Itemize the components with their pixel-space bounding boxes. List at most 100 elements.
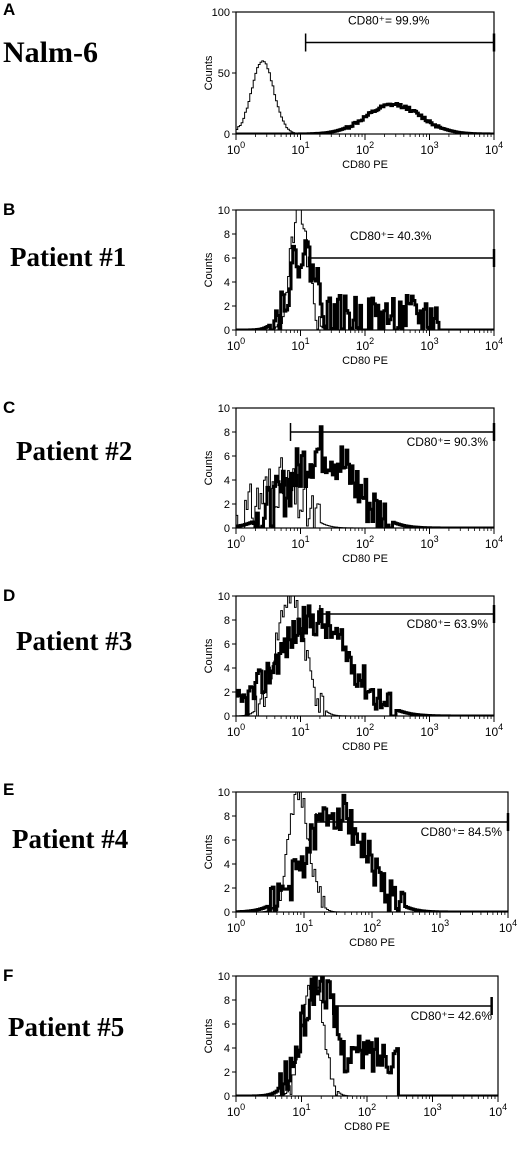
- panel-letter: E: [3, 780, 15, 799]
- y-tick-label: 0: [224, 325, 230, 337]
- histogram-a: 0 50 100 Counts 100 101 102 103 104 CD80 PE CD80⁺=…: [203, 7, 503, 171]
- y-tick-label: 10: [218, 591, 230, 603]
- y-tick-label: 4: [224, 277, 230, 289]
- y-tick-label: 6: [224, 835, 230, 847]
- stained-histogram-trace: [236, 425, 494, 528]
- x-tick-label: 102: [356, 140, 374, 157]
- x-tick-label: 103: [423, 1102, 441, 1119]
- stained-histogram-trace: [236, 793, 508, 912]
- x-axis-label: CD80 PE: [349, 937, 395, 949]
- x-tick-label: 103: [420, 336, 438, 353]
- panel-letter: B: [3, 200, 16, 219]
- x-tick-label: 100: [227, 336, 245, 353]
- y-tick-label: 10: [218, 403, 230, 415]
- x-tick-label: 102: [356, 722, 374, 739]
- sample-name: Patient #2: [16, 436, 133, 466]
- y-tick-label: 8: [224, 615, 230, 627]
- stained-histogram-trace: [236, 976, 498, 1096]
- x-tick-label: 102: [356, 534, 374, 551]
- y-tick-label: 10: [218, 971, 230, 983]
- panel-letter: D: [3, 586, 16, 605]
- panel-a: A Nalm-6 0 50 100 Counts 100 101 102 103 104 CD80…: [0, 0, 520, 190]
- panel-e: E Patient #4 0 2 4 6 8 10 Counts 100 101 102 103 10…: [0, 780, 520, 970]
- y-axis-label: Counts: [203, 1018, 215, 1053]
- y-tick-label: 0: [224, 1091, 230, 1103]
- y-tick-label: 4: [224, 1043, 230, 1055]
- y-tick-label: 10: [218, 787, 230, 799]
- histogram-e: 0 2 4 6 8 10 Counts 100 101 102 103 104 CD80 PE CD80⁺…: [203, 787, 517, 949]
- cd80-percent-annotation: CD80⁺= 90.3%: [407, 435, 489, 449]
- y-tick-label: 2: [224, 499, 230, 511]
- x-axis-label: CD80 PE: [342, 553, 388, 565]
- stained-histogram-trace: [236, 102, 494, 134]
- y-tick-label: 2: [224, 687, 230, 699]
- x-tick-label: 104: [489, 1102, 507, 1119]
- x-tick-label: 104: [485, 140, 503, 157]
- x-tick-label: 101: [291, 722, 309, 739]
- y-tick-label: 50: [218, 68, 230, 80]
- y-tick-label: 2: [224, 1067, 230, 1079]
- x-axis-label: CD80 PE: [342, 355, 388, 367]
- panel-letter: A: [3, 0, 16, 19]
- x-tick-label: 102: [356, 336, 374, 353]
- sample-name: Patient #3: [16, 626, 133, 656]
- cd80-percent-annotation: CD80⁺= 42.6%: [411, 1009, 493, 1023]
- x-tick-label: 100: [227, 1102, 245, 1119]
- x-tick-label: 103: [420, 140, 438, 157]
- panel-f: F Patient #5 0 2 4 6 8 10 Counts 100 101 102 103 10…: [0, 966, 520, 1156]
- y-tick-label: 0: [224, 711, 230, 723]
- x-tick-label: 104: [485, 722, 503, 739]
- x-axis-label: CD80 PE: [342, 741, 388, 753]
- stained-histogram-trace: [236, 604, 494, 716]
- histogram-d: 0 2 4 6 8 10 Counts 100 101 102 103 104 CD80 PE CD80⁺…: [203, 591, 503, 753]
- y-axis-label: Counts: [203, 638, 215, 673]
- y-tick-label: 4: [224, 663, 230, 675]
- panel-d: D Patient #3 0 2 4 6 8 10 Counts 100 101 102 103 10…: [0, 586, 520, 776]
- cd80-percent-annotation: CD80⁺= 99.9%: [348, 14, 430, 28]
- panel-letter: C: [3, 398, 16, 417]
- x-tick-label: 100: [227, 918, 245, 935]
- x-tick-label: 104: [499, 918, 517, 935]
- sample-name: Patient #1: [10, 242, 127, 272]
- sample-name: Patient #5: [8, 1012, 125, 1042]
- y-tick-label: 100: [212, 7, 230, 19]
- x-tick-label: 101: [291, 140, 309, 157]
- y-tick-label: 0: [224, 129, 230, 141]
- x-tick-label: 101: [292, 1102, 310, 1119]
- y-tick-label: 0: [224, 907, 230, 919]
- cd80-percent-annotation: CD80⁺= 63.9%: [407, 617, 489, 631]
- y-tick-label: 8: [224, 229, 230, 241]
- histogram-b: 0 2 4 6 8 10 Counts 100 101 102 103 104 CD80 PE CD80⁺…: [203, 205, 503, 367]
- x-tick-label: 100: [227, 534, 245, 551]
- stained-histogram-trace: [236, 239, 494, 330]
- y-tick-label: 2: [224, 301, 230, 313]
- y-tick-label: 4: [224, 859, 230, 871]
- x-tick-label: 102: [363, 918, 381, 935]
- x-tick-label: 103: [420, 722, 438, 739]
- control-histogram-trace: [236, 457, 494, 528]
- histogram-f: 0 2 4 6 8 10 Counts 100 101 102 103 104 CD80 PE CD80⁺…: [203, 971, 507, 1133]
- y-tick-label: 8: [224, 995, 230, 1007]
- y-tick-label: 6: [224, 253, 230, 265]
- x-tick-label: 104: [485, 534, 503, 551]
- x-tick-label: 103: [431, 918, 449, 935]
- x-tick-label: 104: [485, 336, 503, 353]
- x-tick-label: 103: [420, 534, 438, 551]
- x-axis-label: CD80 PE: [342, 159, 388, 171]
- y-tick-label: 6: [224, 639, 230, 651]
- panel-c: C Patient #2 0 2 4 6 8 10 Counts 100 101 102 103 10…: [0, 398, 520, 588]
- control-histogram-trace: [236, 60, 494, 134]
- control-histogram-trace: [236, 976, 498, 1096]
- y-axis-label: Counts: [203, 450, 215, 485]
- y-tick-label: 4: [224, 475, 230, 487]
- y-tick-label: 8: [224, 811, 230, 823]
- y-tick-label: 10: [218, 205, 230, 217]
- y-tick-label: 8: [224, 427, 230, 439]
- x-tick-label: 101: [295, 918, 313, 935]
- y-tick-label: 0: [224, 523, 230, 535]
- y-tick-label: 2: [224, 883, 230, 895]
- cd80-percent-annotation: CD80⁺= 40.3%: [350, 229, 432, 243]
- y-tick-label: 6: [224, 1019, 230, 1031]
- plot-frame: [235, 975, 499, 1097]
- y-axis-label: Counts: [203, 55, 215, 90]
